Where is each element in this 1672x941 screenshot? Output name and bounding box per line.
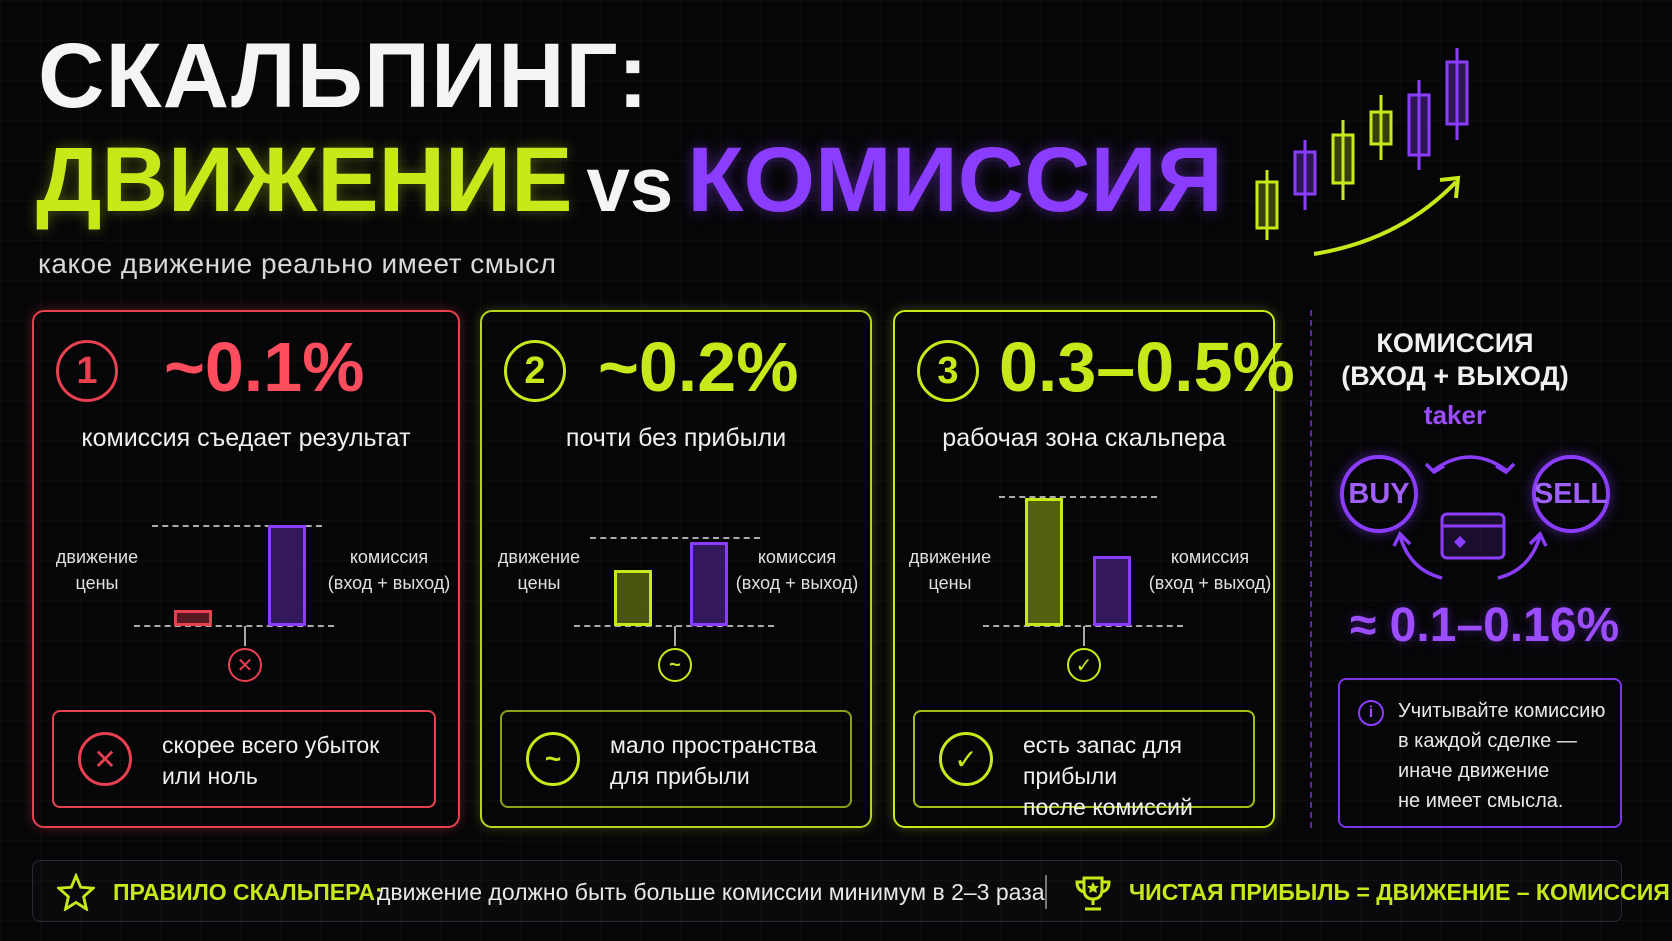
profit-formula: ЧИСТАЯ ПРИБЫЛЬ = ДВИЖЕНИЕ – КОМИССИЯ [1129, 879, 1670, 905]
rule-label: ПРАВИЛО СКАЛЬПЕРА: [113, 879, 383, 905]
commission-bar [690, 542, 728, 626]
rule-text: движение должно быть больше комиссии мин… [377, 879, 1045, 905]
section-divider [1310, 310, 1312, 828]
candlestick-chart-icon [1255, 48, 1469, 240]
info-text: Учитывайте комиссию в каждой сделке — ин… [1398, 700, 1606, 812]
price-move-label: движение цены [497, 547, 581, 593]
star-icon [57, 873, 95, 911]
verdict-box: ~ мало пространства для прибыли [500, 710, 852, 808]
commission-label: комиссия (вход + выход) [1148, 547, 1272, 593]
price-move-label: движение цены [908, 547, 992, 593]
title-movement: ДВИЖЕНИЕ [36, 129, 573, 231]
price-move-label: движение цены [55, 547, 139, 593]
card-medium-move: 2 ~0.2% почти без прибыли движение цены … [480, 310, 872, 828]
cross-icon: ✕ [78, 732, 132, 786]
card-caption: комиссия съедает результат [81, 424, 411, 452]
check-icon: ✓ [939, 732, 993, 786]
title-vs: vs [586, 140, 674, 228]
exchange-arrows-icon [1392, 455, 1548, 580]
verdict-text: скорее всего убыток или ноль [162, 732, 380, 789]
fee-type: taker [1423, 400, 1487, 430]
verdict-text: мало пространства для прибыли [610, 732, 817, 789]
check-icon: ✓ [1067, 648, 1101, 682]
footer-separator [1045, 875, 1047, 909]
price-move-bar [614, 570, 652, 626]
card-number: 2 [504, 340, 566, 402]
buy-ring: BUY [1340, 455, 1418, 533]
tilde-icon: ~ [526, 732, 580, 786]
card-low-move: 1 ~0.1% комиссия съедает результат движе… [32, 310, 460, 828]
cross-icon: ✕ [228, 648, 262, 682]
card-caption: почти без прибыли [565, 424, 787, 452]
uptrend-arrow-icon [1313, 175, 1461, 256]
fee-value: ≈ 0.1–0.16% [1350, 599, 1620, 652]
commission-bar [268, 525, 306, 626]
top-dash-line [999, 496, 1157, 498]
sell-ring: SELL [1532, 455, 1610, 533]
card-number: 1 [56, 340, 118, 402]
result-stem [244, 626, 246, 646]
trophy-icon [1075, 876, 1111, 911]
verdict-box: ✕ скорее всего убыток или ноль [52, 710, 436, 808]
top-dash-line [152, 525, 322, 527]
price-move-bar [1025, 498, 1063, 626]
card-number: 3 [917, 340, 979, 402]
top-dash-line [590, 537, 760, 539]
result-stem [1083, 626, 1085, 646]
verdict-text: есть запас для прибыли после комиссий [1023, 732, 1193, 820]
title-line-1: СКАЛЬПИНГ: [38, 25, 650, 127]
card-caption: рабочая зона скальпера [942, 424, 1226, 452]
title-commission: КОМИССИЯ [687, 129, 1223, 231]
tilde-icon: ~ [658, 648, 692, 682]
info-icon: i [1358, 700, 1384, 726]
price-move-bar [174, 610, 212, 626]
commission-label: комиссия (вход + выход) [327, 547, 451, 593]
subtitle: какое движение реально имеет смысл [38, 248, 557, 279]
commission-label: комиссия (вход + выход) [735, 547, 859, 593]
fee-title: КОМИССИЯ (ВХОД + ВЫХОД) [1341, 328, 1569, 391]
title-line-2: ДВИЖЕНИЕ vs КОМИССИЯ [36, 134, 1223, 226]
footer-bar: ПРАВИЛО СКАЛЬПЕРА: движение должно быть … [32, 860, 1670, 922]
card-percent: ~0.2% [598, 328, 799, 406]
card-percent: ~0.1% [164, 328, 365, 406]
commission-bar [1093, 556, 1131, 626]
result-stem [674, 626, 676, 646]
verdict-box: ✓ есть запас для прибыли после комиссий [913, 710, 1255, 820]
info-box: i Учитывайте комиссию в каждой сделке — … [1338, 678, 1622, 828]
credit-card-icon [1440, 512, 1506, 560]
baseline-dash-line [134, 625, 334, 627]
card-percent: 0.3–0.5% [999, 328, 1295, 406]
card-working-zone: 3 0.3–0.5% рабочая зона скальпера движен… [893, 310, 1295, 828]
